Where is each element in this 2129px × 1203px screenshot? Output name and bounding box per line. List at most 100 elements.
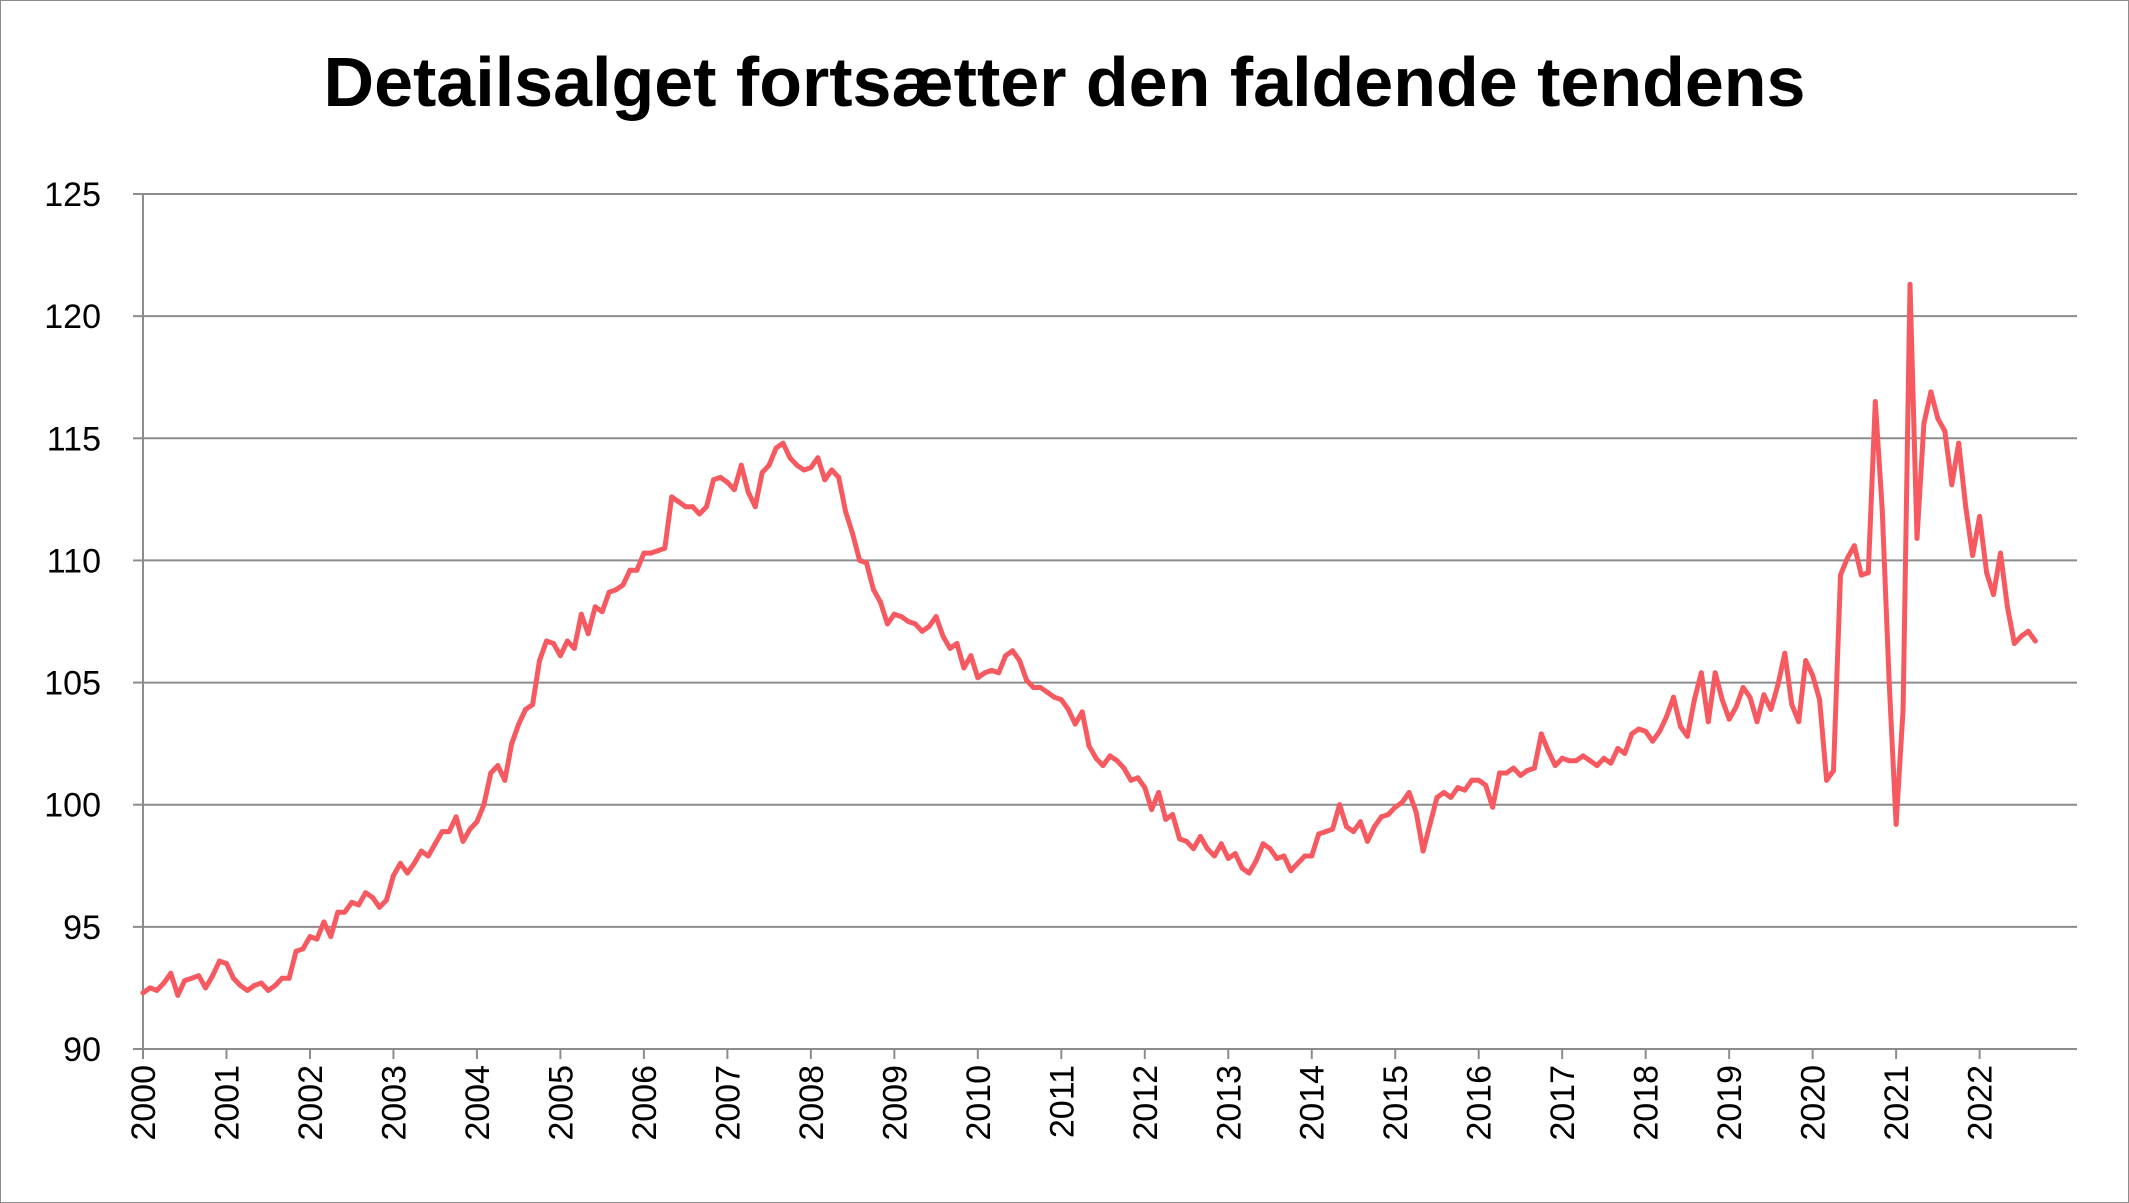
data-point <box>397 860 403 866</box>
data-point <box>850 531 856 537</box>
data-point <box>1893 821 1899 827</box>
data-point <box>1698 670 1704 676</box>
data-point <box>161 980 167 986</box>
x-tick-label: 2006 <box>626 1065 664 1141</box>
data-point <box>168 970 174 976</box>
x-tick-label: 2022 <box>1962 1065 2000 1141</box>
data-point <box>1065 706 1071 712</box>
data-point <box>2011 641 2017 646</box>
data-point <box>1316 831 1322 837</box>
data-point <box>314 936 320 942</box>
data-point <box>1643 728 1649 734</box>
data-point <box>237 983 243 988</box>
data-point <box>1399 799 1405 805</box>
data-point <box>1058 697 1064 703</box>
data-point <box>1427 821 1433 827</box>
data-point <box>1135 775 1141 781</box>
data-point <box>1921 421 1927 427</box>
data-point <box>1197 834 1203 839</box>
data-point <box>1434 794 1440 800</box>
data-point <box>363 890 369 896</box>
data-point <box>1114 758 1120 764</box>
data-point <box>488 770 494 776</box>
data-point <box>1302 853 1308 859</box>
data-point <box>1963 504 1969 510</box>
data-point <box>1511 765 1516 771</box>
data-point <box>1538 731 1544 737</box>
data-point <box>1552 763 1558 769</box>
data-point <box>1504 770 1509 776</box>
data-point <box>418 848 424 854</box>
data-point <box>217 958 222 964</box>
data-point <box>1705 719 1711 725</box>
data-point <box>384 897 389 903</box>
data-point <box>502 777 508 783</box>
data-point <box>1615 746 1621 751</box>
data-point <box>1191 846 1196 852</box>
data-point <box>871 587 876 593</box>
data-point <box>509 741 515 747</box>
data-point <box>1691 697 1697 703</box>
data-point <box>1010 648 1016 654</box>
data-point <box>919 628 925 634</box>
x-tick-label: 2016 <box>1461 1065 1499 1141</box>
data-point <box>2025 628 2031 634</box>
x-tick-label: 2000 <box>125 1065 163 1141</box>
data-point <box>961 665 967 671</box>
data-point <box>1497 770 1503 776</box>
data-point <box>780 440 786 446</box>
data-point <box>884 621 890 627</box>
data-point <box>1107 753 1113 759</box>
data-point <box>251 983 257 988</box>
data-point <box>690 504 696 510</box>
data-point <box>843 509 849 515</box>
data-point <box>1288 868 1294 874</box>
data-point <box>244 987 250 993</box>
data-point <box>530 702 536 708</box>
series <box>140 281 2038 998</box>
data-point <box>1344 824 1349 830</box>
x-tick-label: 2014 <box>1294 1065 1332 1141</box>
data-point <box>1545 748 1551 754</box>
data-point <box>474 819 480 825</box>
data-point <box>1838 572 1843 578</box>
data-point <box>1211 853 1217 859</box>
data-point <box>1017 658 1023 664</box>
data-point <box>1900 706 1906 712</box>
data-point <box>975 675 981 681</box>
data-point <box>1949 482 1955 488</box>
data-point <box>578 611 584 617</box>
data-point <box>1559 755 1565 761</box>
data-point <box>279 975 285 981</box>
data-point <box>1392 804 1398 810</box>
data-point <box>189 975 195 981</box>
data-point <box>1768 706 1774 712</box>
y-tick-label: 90 <box>63 1031 101 1069</box>
data-point <box>196 973 202 979</box>
y-tick-label: 95 <box>63 909 101 947</box>
data-point <box>808 465 814 471</box>
data-point <box>1239 865 1245 871</box>
data-point <box>1483 782 1489 788</box>
data-point <box>1977 514 1983 519</box>
data-point <box>1163 816 1169 822</box>
data-point <box>203 985 209 991</box>
data-point <box>1079 709 1085 715</box>
data-point <box>1003 653 1009 659</box>
data-point <box>1935 416 1941 422</box>
data-point <box>1580 753 1586 759</box>
data-point <box>1385 812 1391 817</box>
y-axis-tick-labels: 90 95 100 105 110 115 120 125 <box>44 176 101 1069</box>
data-point <box>210 973 216 979</box>
data-point <box>1267 846 1273 852</box>
data-point <box>1225 856 1231 861</box>
data-point <box>1232 851 1238 857</box>
data-point <box>1740 685 1746 690</box>
data-point <box>655 548 661 554</box>
data-point <box>801 467 807 473</box>
data-point <box>877 599 883 605</box>
data-point <box>140 990 146 996</box>
data-point <box>1260 841 1266 847</box>
data-point <box>787 455 793 461</box>
data-point <box>1719 697 1725 703</box>
